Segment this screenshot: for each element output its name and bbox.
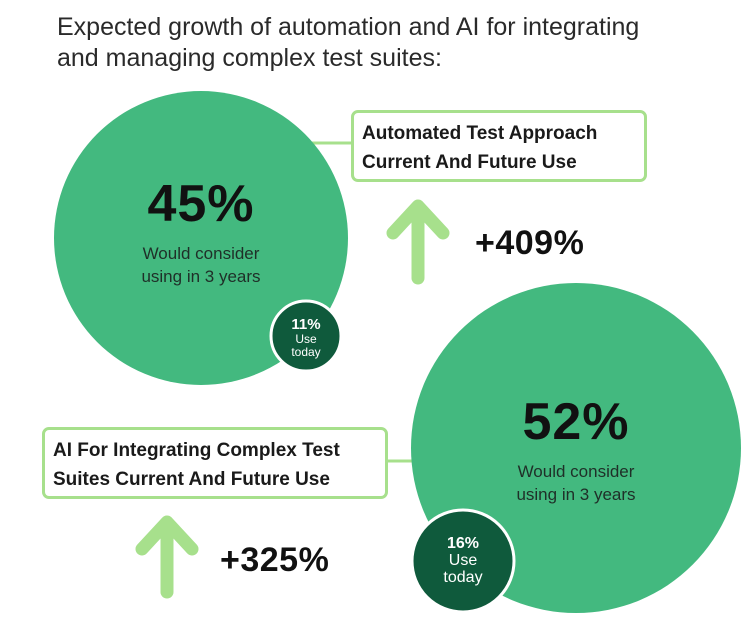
page-title: Expected growth of automation and AI for…	[57, 12, 737, 74]
future-use-text-automated: 45% Would consider using in 3 years	[86, 176, 316, 288]
today-use-circle-automated	[269, 299, 343, 373]
future-percent-label: 52%	[522, 393, 630, 451]
label-box-ai: AI For Integrating Complex Test Suites C…	[42, 427, 388, 499]
box-title-line-2: Suites Current And Future Use	[53, 469, 330, 490]
today-use-text-ai: 16% Use today	[418, 534, 508, 587]
today-percent-label: 11%	[291, 316, 321, 333]
box-title-line-2: Current And Future Use	[362, 152, 577, 173]
future-use-text-ai: 52% Would consider using in 3 years	[466, 394, 686, 506]
up-arrow-icon-automated	[386, 199, 450, 285]
label-box-automated: Automated Test Approach Current And Futu…	[351, 110, 647, 182]
today-use-text-automated: 11% Use today	[271, 316, 341, 358]
title-line-1: Expected growth of automation and AI for…	[57, 13, 640, 41]
today-use-circle-ai	[410, 508, 516, 614]
future-desc-line-2: using in 3 years	[141, 267, 261, 286]
today-desc-line-2: today	[291, 344, 321, 359]
future-desc-line-2: using in 3 years	[516, 485, 636, 504]
today-desc-line-2: today	[443, 568, 483, 586]
box-title-line-1: Automated Test Approach	[362, 123, 598, 144]
growth-label-automated: +409%	[475, 224, 585, 262]
up-arrow-icon-ai	[135, 515, 199, 599]
future-use-circle-automated	[54, 91, 348, 385]
today-desc-line-1: Use	[448, 552, 478, 569]
future-desc-line-1: Would consider	[517, 462, 635, 481]
box-title-line-1: AI For Integrating Complex Test	[53, 440, 340, 461]
today-desc-line-1: Use	[295, 332, 317, 346]
growth-label-ai: +325%	[220, 541, 330, 579]
future-desc-line-1: Would consider	[142, 244, 260, 263]
future-percent-label: 45%	[147, 175, 255, 233]
today-percent-label: 16%	[446, 535, 480, 552]
title-line-2: and managing complex test suites:	[57, 44, 442, 72]
